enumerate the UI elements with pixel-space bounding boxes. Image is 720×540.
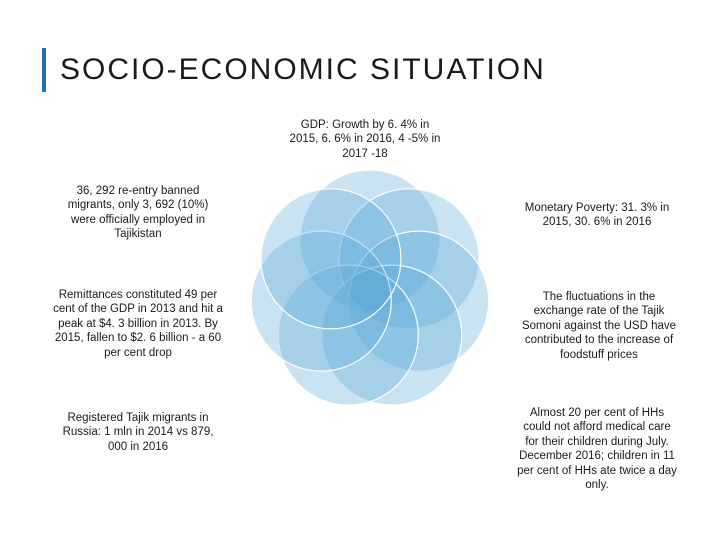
- title-accent-bar: [42, 48, 46, 92]
- page-title: SOCIO-ECONOMIC SITUATION: [60, 53, 546, 87]
- text-left2: Remittances constituted 49 per cent of t…: [52, 288, 224, 360]
- venn-diagram: [250, 170, 490, 410]
- title-container: SOCIO-ECONOMIC SITUATION: [42, 48, 546, 92]
- text-left3: Registered Tajik migrants in Russia: 1 m…: [52, 411, 224, 454]
- venn-petal: [261, 189, 401, 329]
- text-right3: Almost 20 per cent of HHs could not affo…: [517, 406, 677, 492]
- text-top: GDP: Growth by 6. 4% in 2015, 6. 6% in 2…: [285, 118, 445, 161]
- text-left1: 36, 292 re-entry banned migrants, only 3…: [58, 184, 218, 242]
- text-right1: Monetary Poverty: 31. 3% in 2015, 30. 6%…: [517, 201, 677, 230]
- text-right2: The fluctuations in the exchange rate of…: [520, 290, 678, 362]
